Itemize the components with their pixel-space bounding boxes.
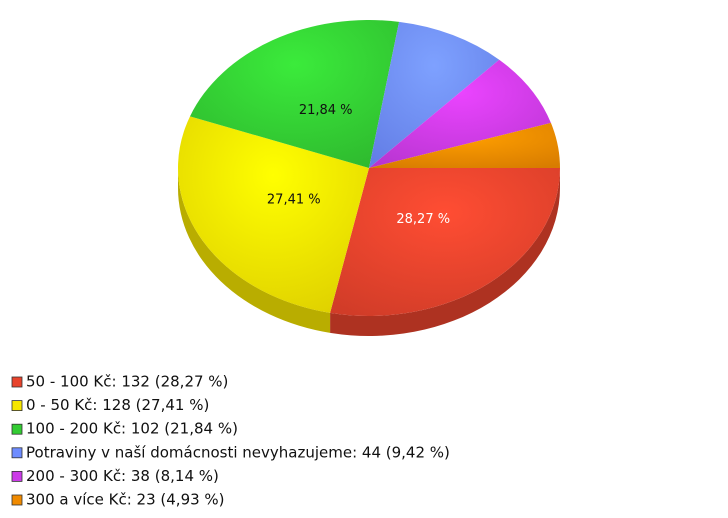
legend-swatch [11, 494, 23, 506]
slice [177, 116, 369, 313]
slice-label: 27,41 % [267, 193, 321, 208]
legend-swatch [11, 447, 23, 459]
legend-text: 200 - 300 Kč: 38 (8,14 %) [26, 467, 219, 485]
slice [369, 21, 500, 168]
slice [330, 168, 560, 316]
slice-side [330, 168, 560, 336]
legend-text: Potraviny v naší domácnosti nevyhazujeme… [26, 443, 450, 461]
legend-text: 300 a více Kč: 23 (4,93 %) [26, 491, 225, 509]
legend-swatch [11, 423, 23, 435]
slice [190, 20, 400, 168]
legend-text: 0 - 50 Kč: 128 (27,41 %) [26, 396, 209, 414]
slice [369, 122, 560, 168]
legend-text: 50 - 100 Kč: 132 (28,27 %) [26, 373, 228, 391]
legend-text: 100 - 200 Kč: 102 (21,84 %) [26, 420, 238, 438]
legend-swatch [11, 376, 23, 388]
slice [369, 59, 551, 168]
slice-side [178, 168, 331, 333]
legend-swatch [11, 470, 23, 482]
slice-label: 28,27 % [396, 212, 450, 227]
legend-swatch [11, 400, 23, 412]
slice-label: 21,84 % [299, 103, 353, 118]
